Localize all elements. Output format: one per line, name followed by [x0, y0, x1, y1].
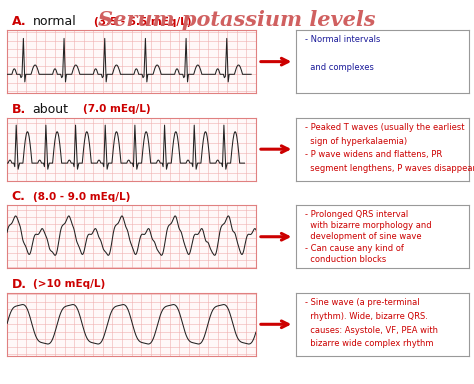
Text: and complexes: and complexes [305, 63, 374, 72]
Text: Serum potassium levels: Serum potassium levels [98, 10, 376, 30]
Text: conduction blocks: conduction blocks [305, 255, 386, 264]
Text: segment lengthens, P waves disappear: segment lengthens, P waves disappear [305, 164, 474, 174]
Text: D.: D. [12, 278, 27, 291]
Text: bizarre wide complex rhythm: bizarre wide complex rhythm [305, 339, 433, 349]
Text: rhythm). Wide, bizarre QRS.: rhythm). Wide, bizarre QRS. [305, 312, 428, 321]
Text: - Peaked T waves (usually the earliest: - Peaked T waves (usually the earliest [305, 122, 465, 132]
Text: normal: normal [33, 15, 76, 28]
Text: - Can cause any kind of: - Can cause any kind of [305, 243, 404, 253]
Text: sign of hyperkalaemia): sign of hyperkalaemia) [305, 137, 407, 146]
Text: B.: B. [12, 103, 26, 116]
Text: with bizarre morphology and: with bizarre morphology and [305, 221, 431, 230]
Text: about: about [33, 103, 69, 116]
Text: (7.0 mEq/L): (7.0 mEq/L) [83, 104, 151, 114]
Text: - P wave widens and flattens, PR: - P wave widens and flattens, PR [305, 151, 442, 159]
Text: (>10 mEq/L): (>10 mEq/L) [33, 279, 105, 289]
Text: - Sine wave (a pre-terminal: - Sine wave (a pre-terminal [305, 298, 419, 307]
Text: A.: A. [12, 15, 27, 28]
Text: development of sine wave: development of sine wave [305, 232, 421, 242]
Text: C.: C. [12, 190, 26, 203]
Text: - Normal intervals: - Normal intervals [305, 35, 380, 44]
Text: causes: Asystole, VF, PEA with: causes: Asystole, VF, PEA with [305, 326, 438, 334]
Text: (3.5 - 5.5 mEq/L): (3.5 - 5.5 mEq/L) [93, 17, 191, 26]
Text: - Prolonged QRS interval: - Prolonged QRS interval [305, 210, 408, 219]
Text: (8.0 - 9.0 mEq/L): (8.0 - 9.0 mEq/L) [33, 192, 130, 202]
